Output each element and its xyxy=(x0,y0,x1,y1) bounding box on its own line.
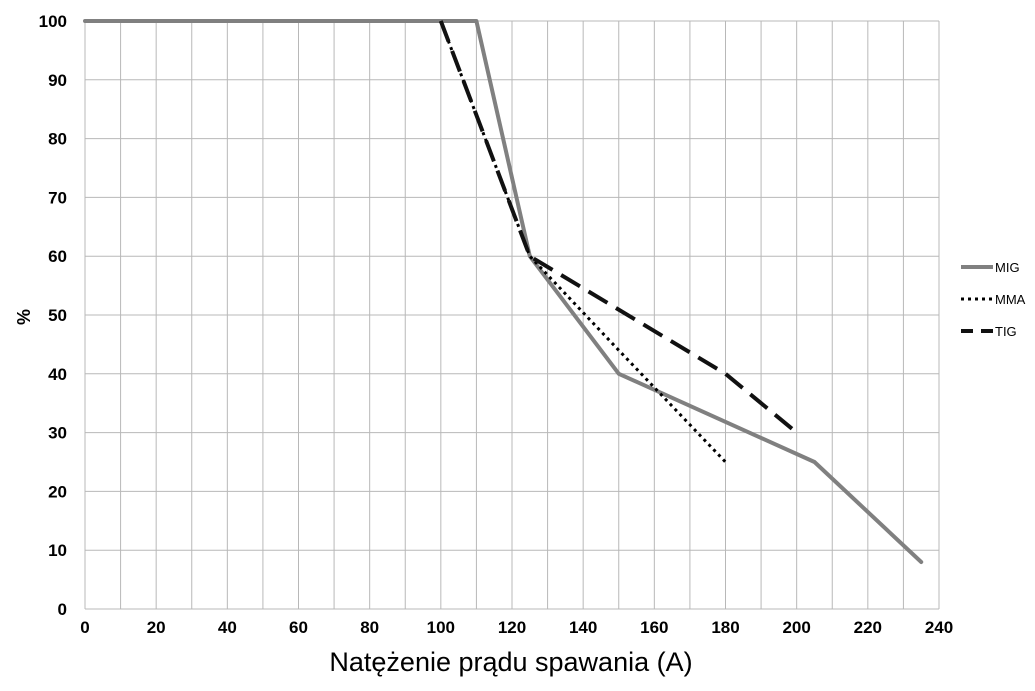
series-lines xyxy=(83,19,924,564)
y-tick-label: 100 xyxy=(39,12,67,31)
y-tick-label: 10 xyxy=(48,541,67,560)
series-line-mma xyxy=(439,20,727,464)
legend: MIG MMA TIG xyxy=(961,260,1026,339)
x-tick-label: 180 xyxy=(711,618,739,637)
y-tick-label: 60 xyxy=(48,247,67,266)
y-tick-label: 80 xyxy=(48,130,67,149)
x-tick-label: 120 xyxy=(498,618,526,637)
x-tick-label: 80 xyxy=(360,618,379,637)
legend-label-mig: MIG xyxy=(995,260,1020,275)
x-tick-label: 40 xyxy=(218,618,237,637)
x-tick-label: 0 xyxy=(80,618,89,637)
x-tick-label: 220 xyxy=(854,618,882,637)
y-axis-title: % xyxy=(14,309,34,325)
y-axis-ticks: 0 10 20 30 40 50 60 70 80 90 100 xyxy=(39,12,67,619)
y-tick-label: 90 xyxy=(48,71,67,90)
y-tick-label: 50 xyxy=(48,306,67,325)
x-tick-label: 160 xyxy=(640,618,668,637)
y-tick-label: 20 xyxy=(48,482,67,501)
series-line-tig xyxy=(438,20,798,435)
y-tick-label: 0 xyxy=(58,600,67,619)
x-tick-label: 100 xyxy=(427,618,455,637)
x-tick-label: 240 xyxy=(925,618,953,637)
y-tick-label: 40 xyxy=(48,365,67,384)
x-axis-title: Natężenie prądu spawania (A) xyxy=(329,647,692,677)
grid xyxy=(84,20,940,610)
y-tick-label: 70 xyxy=(48,188,67,207)
series-line-mig xyxy=(83,19,924,564)
x-tick-label: 140 xyxy=(569,618,597,637)
x-axis-ticks: 0 20 40 60 80 100 120 140 160 180 200 220 240 xyxy=(80,618,953,637)
x-tick-label: 60 xyxy=(289,618,308,637)
legend-label-mma: MMA xyxy=(995,292,1026,307)
legend-label-tig: TIG xyxy=(995,324,1017,339)
x-tick-label: 200 xyxy=(782,618,810,637)
y-tick-label: 30 xyxy=(48,424,67,443)
x-tick-label: 20 xyxy=(147,618,166,637)
